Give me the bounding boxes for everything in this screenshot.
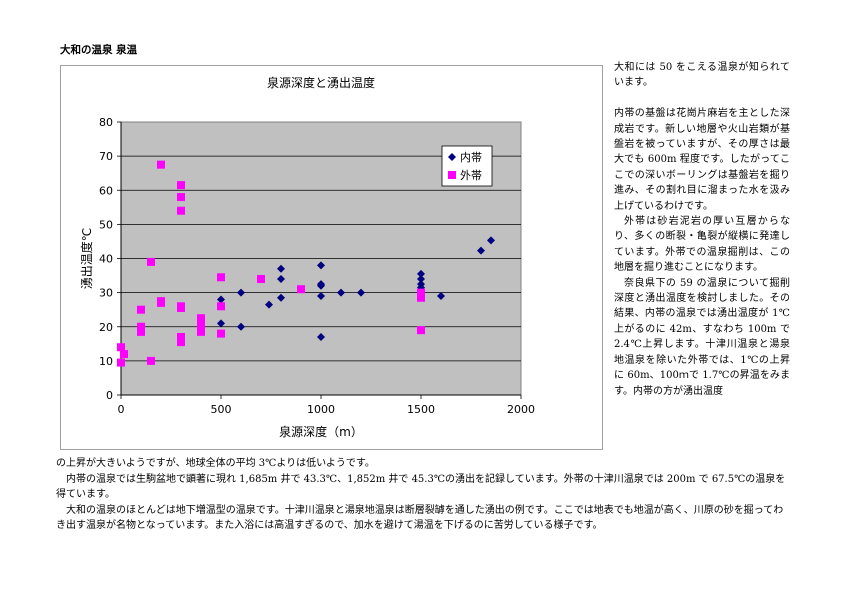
side-paragraph-1: 大和には 50 をこえる温泉が知られています。 <box>614 62 790 89</box>
data-point-outer <box>177 206 185 215</box>
chart-area: 泉源深度と湧出温度 0 10 20 30 40 50 60 70 80 0 500 1000 1500 20… <box>60 65 603 450</box>
data-point-outer <box>137 322 145 331</box>
data-point-inner <box>237 322 245 331</box>
y-tick-label: 40 <box>99 253 113 266</box>
x-axis-label: 泉源深度（m） <box>279 424 363 439</box>
legend-marker-inner <box>448 153 456 161</box>
data-point-outer <box>217 329 225 338</box>
data-point-inner <box>487 236 495 245</box>
y-tick-label: 80 <box>99 116 113 129</box>
side-paragraph-3: 外帯は砂岩泥岩の厚い互層からなり、多くの断裂・亀裂が縦横に発達しています。外帯で… <box>614 216 790 274</box>
data-point-inner <box>357 288 365 297</box>
data-point-inner <box>317 261 325 270</box>
y-tick-label: 70 <box>99 150 113 163</box>
data-point-outer <box>297 285 305 294</box>
data-point-inner <box>237 288 245 297</box>
legend-label-inner: 内帯 <box>460 150 482 164</box>
bottom-paragraph-1: の上昇が大きいようですが、地球全体の平均 3℃よりは低いようです。 <box>56 458 375 469</box>
x-tick-label: 0 <box>118 403 125 416</box>
side-text-column: 大和には 50 をこえる温泉が知られています。 内帯の基盤は花崗片麻岩を主とした… <box>614 60 790 399</box>
bottom-text-block: の上昇が大きいようですが、地球全体の平均 3℃よりは低いようです。 内帯の温泉で… <box>56 456 791 534</box>
y-tick-label: 60 <box>99 184 113 197</box>
x-tick-label: 500 <box>211 403 232 416</box>
data-point-outer <box>417 326 425 335</box>
data-point-outer <box>197 314 205 323</box>
data-point-outer <box>147 356 155 365</box>
data-point-outer <box>197 327 205 336</box>
data-point-inner <box>317 332 325 341</box>
data-point-inner <box>317 292 325 301</box>
data-point-inner <box>417 269 425 278</box>
y-tick-label: 30 <box>99 287 113 300</box>
data-point-outer <box>117 358 125 367</box>
data-point-outer <box>157 160 165 169</box>
legend-box <box>441 145 493 187</box>
data-point-outer <box>137 305 145 314</box>
data-point-outer <box>177 338 185 347</box>
x-tick-label: 1000 <box>307 403 335 416</box>
data-point-inner <box>337 288 345 297</box>
data-point-inner <box>217 295 225 304</box>
data-point-inner <box>317 281 325 290</box>
data-point-outer <box>417 293 425 302</box>
x-tick-label: 2000 <box>507 403 535 416</box>
data-point-outer <box>217 302 225 311</box>
bottom-paragraph-3: 大和の温泉のほとんどは地下増温型の温泉です。十津川温泉と湯泉地温泉は断層裂罅を通… <box>56 504 784 532</box>
data-point-outer <box>177 193 185 202</box>
data-point-outer <box>217 273 225 282</box>
y-tick-label: 20 <box>99 321 113 334</box>
chart-title: 泉源深度と湧出温度 <box>267 75 375 90</box>
data-point-outer <box>120 350 128 359</box>
page-heading: 大和の温泉 泉温 <box>60 44 138 56</box>
scatter-chart: 泉源深度と湧出温度 0 10 20 30 40 50 60 70 80 0 500 1000 1500 20… <box>79 75 535 439</box>
data-point-outer <box>417 288 425 297</box>
data-point-inner <box>265 300 273 309</box>
y-tick-label: 50 <box>99 218 113 231</box>
data-point-inner <box>277 264 285 273</box>
y-tick-label: 0 <box>106 389 113 402</box>
data-point-outer <box>177 181 185 190</box>
legend-label-outer: 外帯 <box>460 169 482 182</box>
data-point-inner <box>437 292 445 301</box>
side-paragraph-2: 内帯の基盤は花崗片麻岩を主とした深成岩です。新しい地層や火山岩類が基盤岩を被って… <box>614 108 790 212</box>
y-axis-label: 湧出温度℃ <box>79 228 94 289</box>
data-point-outer <box>177 303 185 312</box>
legend-marker-outer <box>448 171 456 179</box>
y-tick-label: 10 <box>99 355 113 368</box>
data-point-outer <box>197 321 205 330</box>
data-point-inner <box>277 293 285 302</box>
data-point-inner <box>477 246 485 255</box>
data-point-inner <box>417 274 425 283</box>
data-point-outer <box>147 257 155 266</box>
data-point-outer <box>117 343 125 352</box>
side-paragraph-4: 奈良県下の 59 の温泉について掘削深度と湧出温度を検討しました。その結果、内帯… <box>614 277 790 397</box>
data-point-inner <box>277 274 285 283</box>
x-tick-label: 1500 <box>407 403 435 416</box>
data-point-outer <box>157 298 165 307</box>
data-point-outer <box>137 327 145 336</box>
data-point-inner <box>217 319 225 328</box>
bottom-paragraph-2: 内帯の温泉では生駒盆地で顕著に現れ 1,685m 井で 43.3℃、1,852m… <box>56 473 786 501</box>
data-point-outer <box>177 332 185 341</box>
data-point-outer <box>257 274 265 283</box>
